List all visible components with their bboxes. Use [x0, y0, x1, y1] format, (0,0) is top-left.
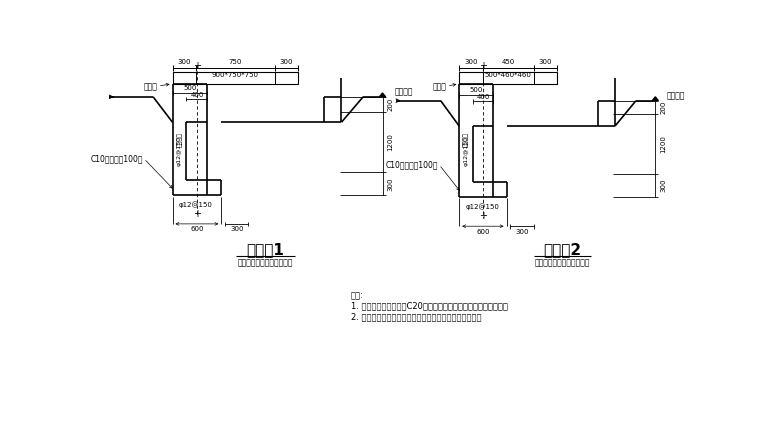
Text: 600: 600: [190, 226, 204, 232]
Text: 相应标高: 相应标高: [394, 88, 413, 97]
Text: 200: 200: [388, 98, 393, 111]
Polygon shape: [652, 97, 658, 101]
Text: φ12@150: φ12@150: [179, 201, 213, 208]
Text: φ12@150: φ12@150: [177, 136, 182, 166]
Text: 300: 300: [388, 177, 393, 191]
Text: 500: 500: [183, 84, 197, 91]
Polygon shape: [379, 93, 385, 97]
Text: 300: 300: [230, 226, 243, 232]
Text: +: +: [479, 61, 487, 71]
Text: 500*460*460: 500*460*460: [485, 72, 531, 78]
Text: 300: 300: [464, 59, 477, 65]
Text: 闸底板: 闸底板: [143, 82, 157, 91]
Text: 相应标高: 相应标高: [667, 92, 686, 100]
Text: 400: 400: [477, 94, 489, 100]
Text: 1. 挡土墙身及基础采用C20混凝土，墙身及基础尺寸以结构为准。: 1. 挡土墙身及基础采用C20混凝土，墙身及基础尺寸以结构为准。: [351, 302, 508, 311]
Text: φ12@150: φ12@150: [464, 136, 469, 166]
Text: 1200: 1200: [660, 135, 666, 153]
Text: +: +: [479, 211, 487, 221]
Text: C10素砼垫层100厚: C10素砼垫层100厚: [90, 154, 143, 163]
Text: 200: 200: [660, 100, 666, 114]
Text: 750: 750: [229, 59, 242, 65]
Text: 300: 300: [177, 59, 191, 65]
Text: 闸底板: 闸底板: [432, 82, 446, 91]
Text: （平面位置按水电图布置）: （平面位置按水电图布置）: [534, 259, 590, 268]
Text: 300: 300: [660, 179, 666, 192]
Text: φ12@150: φ12@150: [466, 203, 499, 210]
Text: 450: 450: [502, 59, 515, 65]
Text: 1200: 1200: [388, 133, 393, 151]
Text: 500: 500: [469, 87, 483, 93]
Text: +: +: [193, 209, 201, 219]
Text: 900*750*750: 900*750*750: [212, 72, 258, 78]
Text: C10素砼垫层100厚: C10素砼垫层100厚: [386, 160, 439, 169]
Text: 集水井2: 集水井2: [543, 242, 581, 257]
Text: 双排布置: 双排布置: [176, 132, 182, 147]
Text: 300: 300: [280, 59, 293, 65]
Text: （平面位置按水电图布置）: （平面位置按水电图布置）: [238, 259, 293, 268]
Text: +: +: [193, 61, 201, 71]
Text: 400: 400: [190, 92, 204, 97]
Text: 300: 300: [539, 59, 552, 65]
Bar: [173, 72, 298, 84]
Text: 集水井1: 集水井1: [246, 242, 284, 257]
Text: 300: 300: [515, 229, 529, 235]
Bar: [459, 72, 557, 84]
Text: 2. 本工程图纸未详之处均按国家现行施工验收规范执行。: 2. 本工程图纸未详之处均按国家现行施工验收规范执行。: [351, 313, 481, 322]
Text: 说明:: 说明:: [351, 291, 363, 300]
Text: 600: 600: [476, 229, 489, 235]
Text: 双排布置: 双排布置: [464, 132, 469, 147]
